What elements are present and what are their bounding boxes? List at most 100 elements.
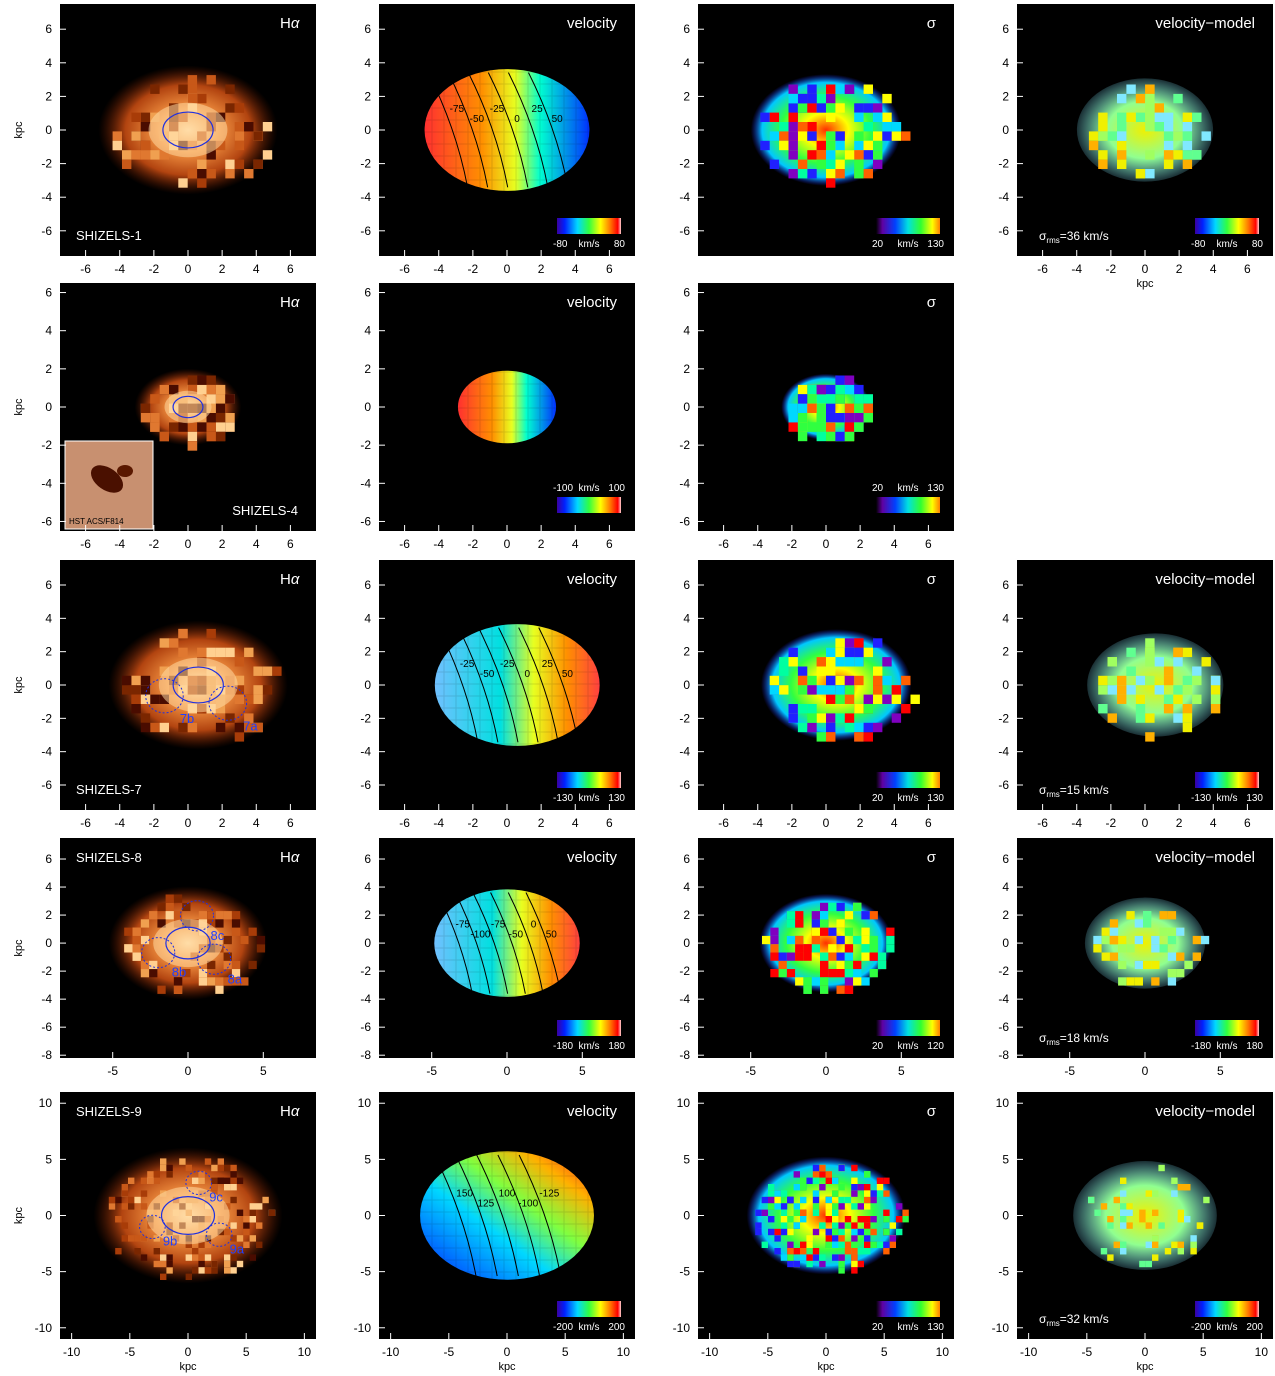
- y-axis-label: kpc: [13, 121, 25, 139]
- map-pixel: [1145, 112, 1155, 122]
- map-pixel: [1182, 122, 1193, 132]
- y-tick-label: -4: [360, 476, 371, 490]
- map-pixel: [1163, 112, 1174, 122]
- map-pixel: [197, 647, 207, 658]
- map-pixel: [1182, 140, 1193, 151]
- map-pixel: [160, 1273, 167, 1280]
- y-tick-label: 0: [1002, 1209, 1009, 1223]
- map-pixel: [1093, 944, 1102, 953]
- velocity-contour: [455, 1154, 498, 1277]
- y-tick-label: -2: [998, 157, 1009, 171]
- colorbar: [557, 772, 621, 788]
- map-pixel: [192, 1254, 199, 1261]
- map-pixel: [1109, 935, 1119, 945]
- halpha-contour: [172, 666, 224, 704]
- colorbar-unit-label: km/s: [1216, 1041, 1237, 1052]
- map-pixel: [774, 1248, 781, 1255]
- velocity-contour: [447, 72, 489, 188]
- map-pixel: [873, 131, 883, 141]
- map-pixel: [826, 722, 836, 733]
- map-pixel: [1109, 927, 1119, 936]
- map-pixel: [1135, 694, 1146, 704]
- y-tick-label: 4: [683, 611, 690, 625]
- map-pixel: [838, 1267, 845, 1274]
- y-tick-label: 2: [364, 362, 371, 376]
- map-pixel: [140, 112, 151, 122]
- map-pixel: [1167, 952, 1177, 961]
- map-pixel: [836, 985, 845, 994]
- x-tick-label: 2: [857, 537, 864, 551]
- map-pixel: [828, 969, 837, 978]
- map-pixel: [835, 394, 845, 404]
- velocity-contour: [458, 627, 499, 743]
- colorbar: [557, 1020, 621, 1036]
- map-pixel: [780, 1203, 788, 1210]
- map-pixel: [185, 1177, 192, 1184]
- map-pixel: [816, 431, 826, 442]
- map-pixel: [1152, 1190, 1159, 1197]
- map-image: -75 -50 -25 0 25 50: [424, 69, 590, 191]
- map-image: HST ACS/F814: [64, 368, 242, 530]
- map-pixel: [854, 131, 864, 141]
- map-pixel: [797, 103, 808, 113]
- map-pixel: [755, 1228, 762, 1236]
- map-pixel: [797, 394, 808, 404]
- map-pixel: [807, 403, 817, 413]
- map-pixel: [807, 131, 817, 141]
- map-pixel: [1177, 1216, 1184, 1223]
- y-tick-label: 2: [45, 908, 52, 922]
- map-pixel: [826, 384, 836, 395]
- map-pixel: [769, 685, 780, 695]
- y-tick-label: 4: [683, 880, 690, 894]
- map-pixel: [166, 1260, 173, 1268]
- map-pixel: [204, 1158, 212, 1165]
- map-pixel: [262, 150, 273, 160]
- map-pixel: [1117, 685, 1127, 695]
- colorbar-max-label: 80: [1252, 239, 1264, 250]
- map-pixel: [770, 944, 779, 953]
- halpha-contour: [165, 926, 211, 960]
- map-pixel: [187, 375, 198, 385]
- map-pixel: [192, 1177, 199, 1184]
- map-pixel: [869, 911, 878, 920]
- colorbar-min-label: -200: [1191, 1322, 1211, 1333]
- colorbar: [876, 1301, 940, 1317]
- map-pixel: [803, 977, 812, 986]
- map-pixel: [1167, 927, 1177, 936]
- clump-label: 7b: [180, 711, 194, 726]
- map-pixel: [857, 1216, 864, 1223]
- map-pixel: [779, 131, 789, 141]
- map-pixel: [864, 1248, 871, 1255]
- map-pixel: [883, 1216, 890, 1223]
- map-pixel: [851, 1235, 858, 1242]
- map-pixel: [134, 1235, 141, 1242]
- map-pixel: [857, 1248, 864, 1255]
- map-pixel: [854, 647, 864, 658]
- x-tick-label: -4: [752, 816, 763, 830]
- contour-label: -75: [450, 104, 465, 115]
- x-tick-label: -6: [399, 262, 410, 276]
- map-pixel: [206, 628, 216, 639]
- y-tick-label: -4: [679, 745, 690, 759]
- map-image: 7a 7b: [108, 620, 288, 750]
- map-pixel: [793, 1209, 800, 1216]
- x-tick-label: 6: [287, 262, 294, 276]
- colorbar-unit-label: km/s: [1216, 793, 1237, 804]
- map-pixel: [262, 666, 273, 676]
- contour-label: 25: [532, 104, 544, 115]
- map-pixel: [236, 1209, 244, 1216]
- map-pixel: [1120, 1177, 1127, 1184]
- map-pixel: [1154, 657, 1164, 667]
- hst-inset-label: HST ACS/F814: [69, 517, 124, 526]
- colorbar: [876, 1020, 940, 1036]
- clump-aperture: [185, 1170, 213, 1195]
- map-pixel: [115, 1248, 122, 1255]
- map-pixel: [124, 944, 133, 953]
- velocity-contour: [528, 72, 569, 188]
- contour-label: -75: [491, 919, 506, 930]
- map-pixel: [896, 1203, 903, 1210]
- colorbar-unit-label: km/s: [1216, 1322, 1237, 1333]
- velocity-contour: [507, 72, 549, 188]
- map-pixel: [262, 122, 273, 132]
